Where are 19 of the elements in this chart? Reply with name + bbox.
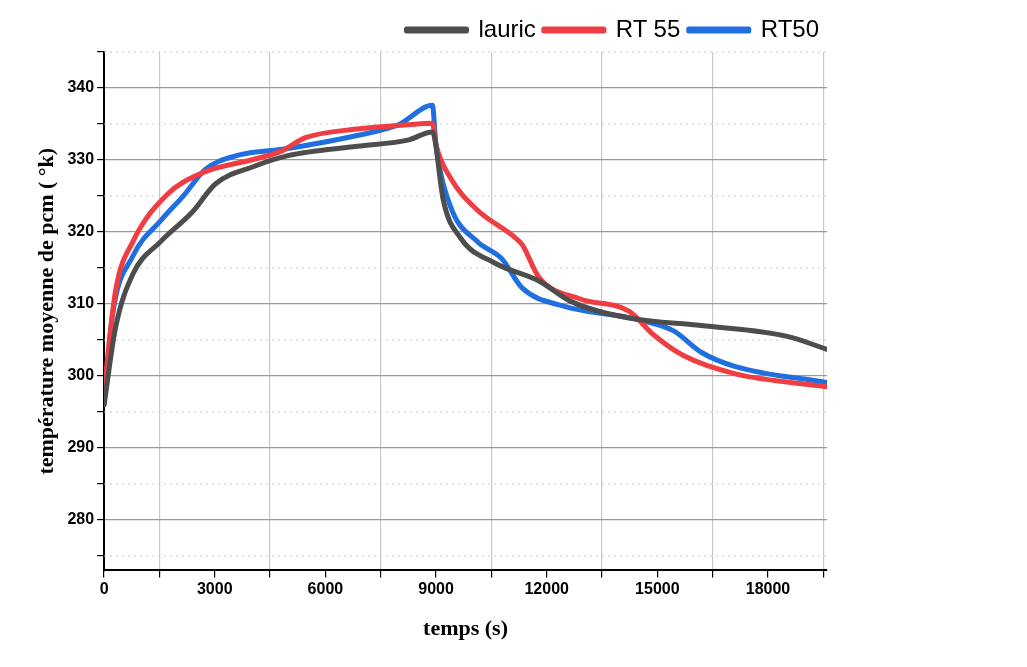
y-axis-title: température moyenne de pcm ( °k) — [32, 147, 58, 475]
y-tick-label: 300 — [67, 366, 95, 384]
y-tick-label: 340 — [67, 78, 95, 96]
legend-label: lauric — [478, 14, 536, 42]
x-tick-label: 12000 — [524, 580, 570, 598]
x-tick-label: 18000 — [745, 580, 791, 598]
y-tick-label: 280 — [67, 510, 95, 528]
x-tick-label: 9000 — [418, 580, 454, 598]
x-tick-label: 6000 — [307, 580, 344, 598]
y-tick-label: 310 — [67, 294, 95, 312]
x-tick-label: 3000 — [196, 580, 233, 598]
x-axis-title: temps (s) — [423, 615, 509, 641]
x-tick-label: 15000 — [635, 580, 680, 598]
y-tick-label: 330 — [67, 150, 95, 168]
y-tick-label: 290 — [67, 438, 95, 456]
x-tick-label: 0 — [99, 580, 109, 598]
legend-label: RT50 — [760, 14, 820, 42]
legend-label: RT 55 — [615, 14, 681, 42]
y-tick-label: 320 — [67, 222, 95, 240]
